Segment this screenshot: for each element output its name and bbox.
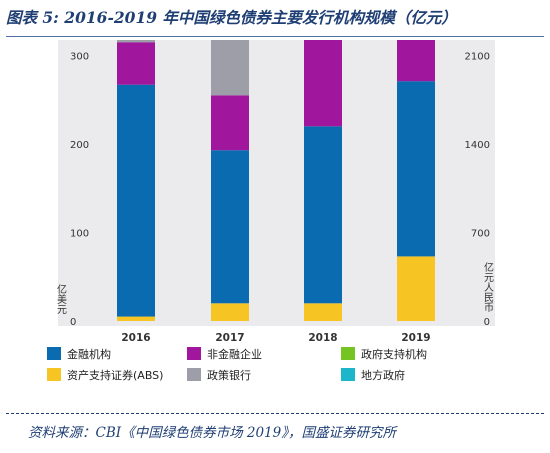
bar-segment-2018-1	[304, 126, 342, 304]
left-tick-label: 200	[70, 140, 89, 151]
left-tick-label: 100	[70, 229, 89, 240]
legend-label: 非金融企业	[207, 347, 262, 361]
legend-label: 政府支持机构	[361, 347, 427, 361]
left-tick-label: 300	[70, 52, 89, 63]
source-note: 资料来源：CBI《中国绿色债券市场 2019》，国盛证券研究所	[28, 425, 396, 441]
bar-segment-2019-1	[397, 81, 435, 257]
title-rule	[6, 36, 544, 37]
x-tick-label: 2017	[215, 332, 244, 344]
legend-label: 政策银行	[207, 368, 251, 382]
legend-swatch	[187, 347, 201, 360]
bar-segment-2017-1	[211, 150, 249, 304]
right-tick-label: 1400	[465, 140, 490, 151]
bar-segment-2019-2	[397, 40, 435, 82]
left-axis-label: 亿美元	[55, 283, 67, 314]
x-tick-label: 2019	[401, 332, 430, 344]
bar-segment-2016-3	[117, 40, 155, 43]
legend-swatch	[341, 347, 355, 360]
x-tick-label: 2016	[121, 332, 150, 344]
source-rule	[6, 413, 544, 414]
legend-label: 资产支持证券(ABS)	[67, 368, 163, 382]
bar-segment-2017-2	[211, 95, 249, 151]
right-tick-label: 700	[471, 229, 490, 240]
x-tick-label: 2018	[308, 332, 337, 344]
bar-segment-2016-2	[117, 42, 155, 85]
stacked-bar-chart: 0100200300400500 07001400210028003500 20…	[47, 40, 495, 382]
right-axis-label: 亿元人民币	[482, 261, 494, 313]
legend-swatch	[47, 368, 61, 381]
right-tick-label: 0	[484, 317, 490, 328]
legend-swatch	[187, 368, 201, 381]
bar-segment-2018-0	[304, 303, 342, 321]
bar-segment-2016-0	[117, 316, 155, 321]
bar-segment-2016-1	[117, 84, 155, 317]
legend-label: 地方政府	[361, 368, 405, 382]
bar-segment-2017-0	[211, 303, 249, 321]
right-tick-label: 2100	[465, 52, 490, 63]
bar-segment-2017-3	[211, 40, 249, 96]
legend-swatch	[47, 347, 61, 360]
legend-swatch	[341, 368, 355, 381]
left-tick-label: 0	[70, 317, 76, 328]
legend-label: 金融机构	[67, 347, 111, 361]
bar-segment-2018-2	[304, 40, 342, 127]
chart-title: 图表 5: 2016-2019 年中国绿色债券主要发行机构规模（亿元）	[6, 8, 457, 27]
bar-segment-2019-0	[397, 256, 435, 321]
